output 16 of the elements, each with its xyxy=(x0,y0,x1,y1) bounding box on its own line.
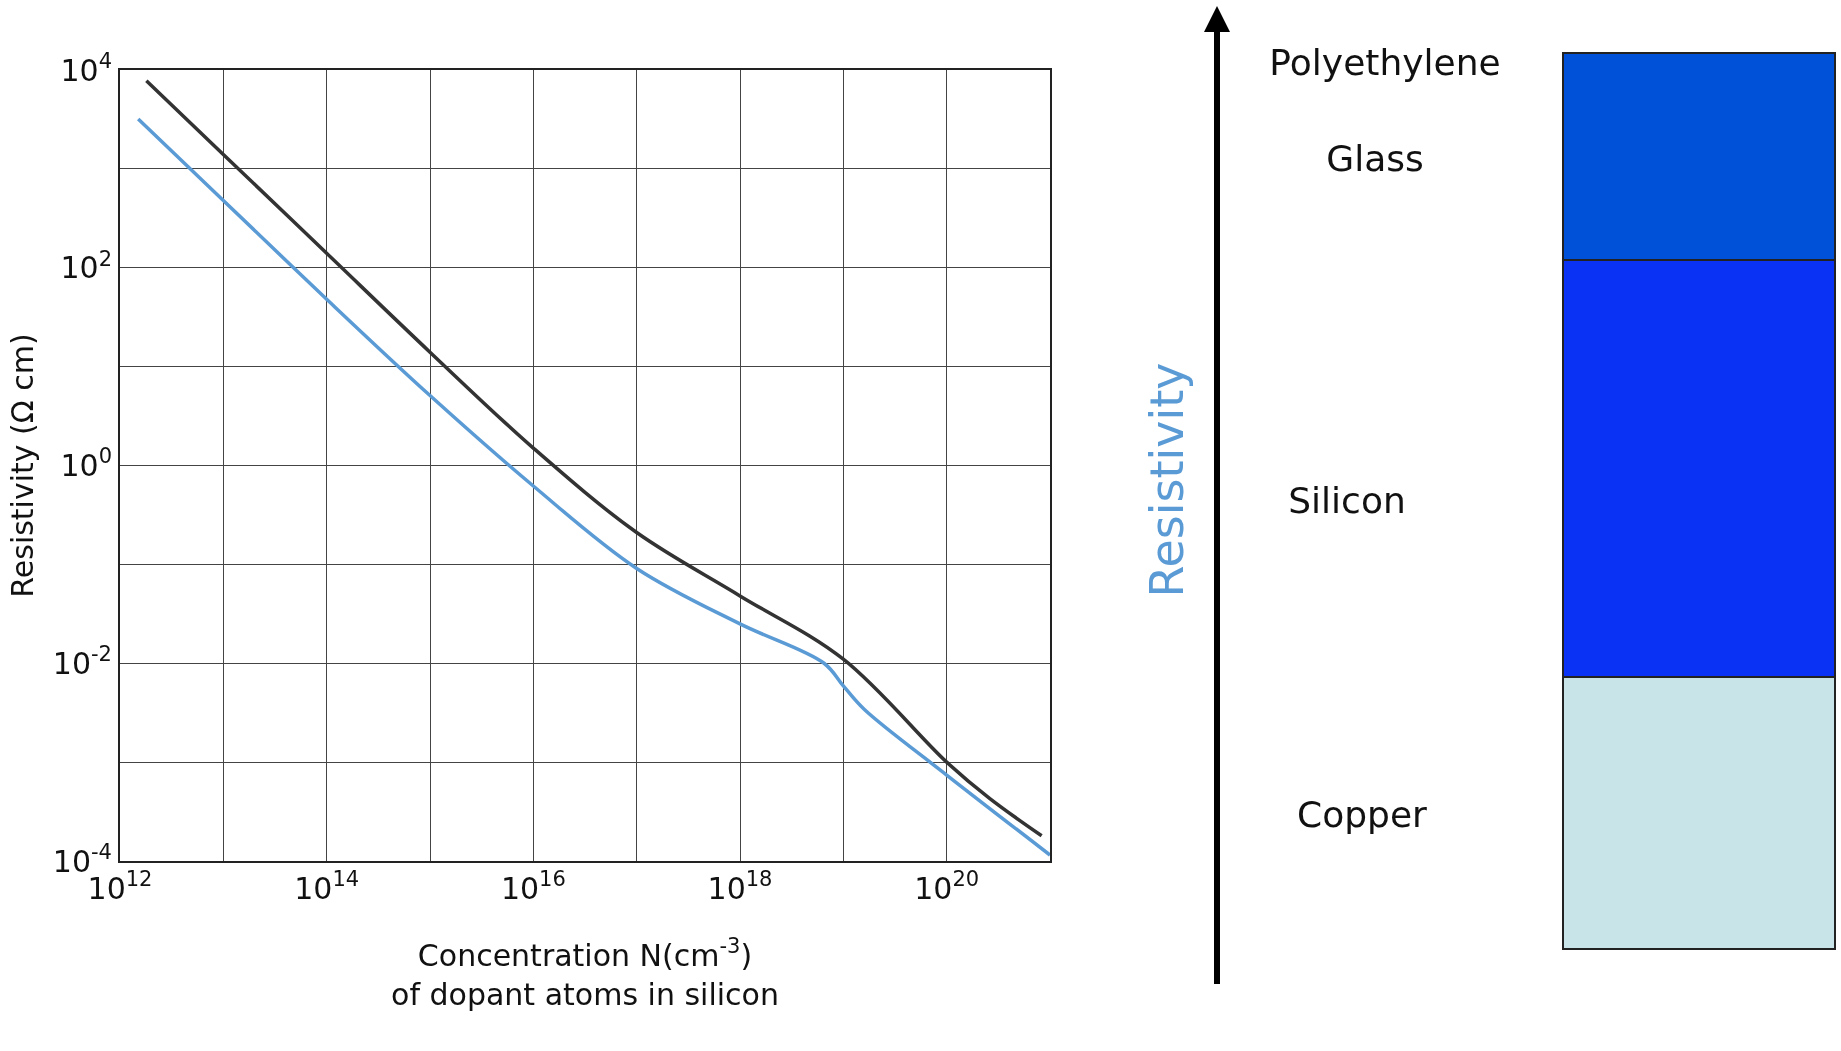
text: Silicon xyxy=(1288,480,1406,521)
x-tick-label: 10$^{16}$ xyxy=(500,867,566,906)
y-tick-label: 10$^{2}$ xyxy=(60,246,112,286)
text: Glass xyxy=(1326,138,1424,179)
x-tick-label: 10$^{12}$ xyxy=(87,867,153,906)
x-tick-label: 10$^{20}$ xyxy=(914,867,980,906)
text: Resistivity xyxy=(1140,362,1194,598)
x-tick-label: 10$^{14}$ xyxy=(294,867,360,906)
text: Polyethylene xyxy=(1269,42,1501,83)
y-axis-title: Resistivity (Ω cm) xyxy=(5,333,41,598)
x-tick-label: 10$^{18}$ xyxy=(707,867,773,906)
y-tick-label: 10$^{0}$ xyxy=(60,444,112,483)
x-axis-title: Concentration N(cm$^{-3}$) of dopant atoms in silicon xyxy=(391,934,779,1012)
y-tick-label: 10$^{4}$ xyxy=(60,48,112,88)
text: Copper xyxy=(1297,794,1427,835)
y-tick-label: 10$^{-2}$ xyxy=(52,642,112,681)
